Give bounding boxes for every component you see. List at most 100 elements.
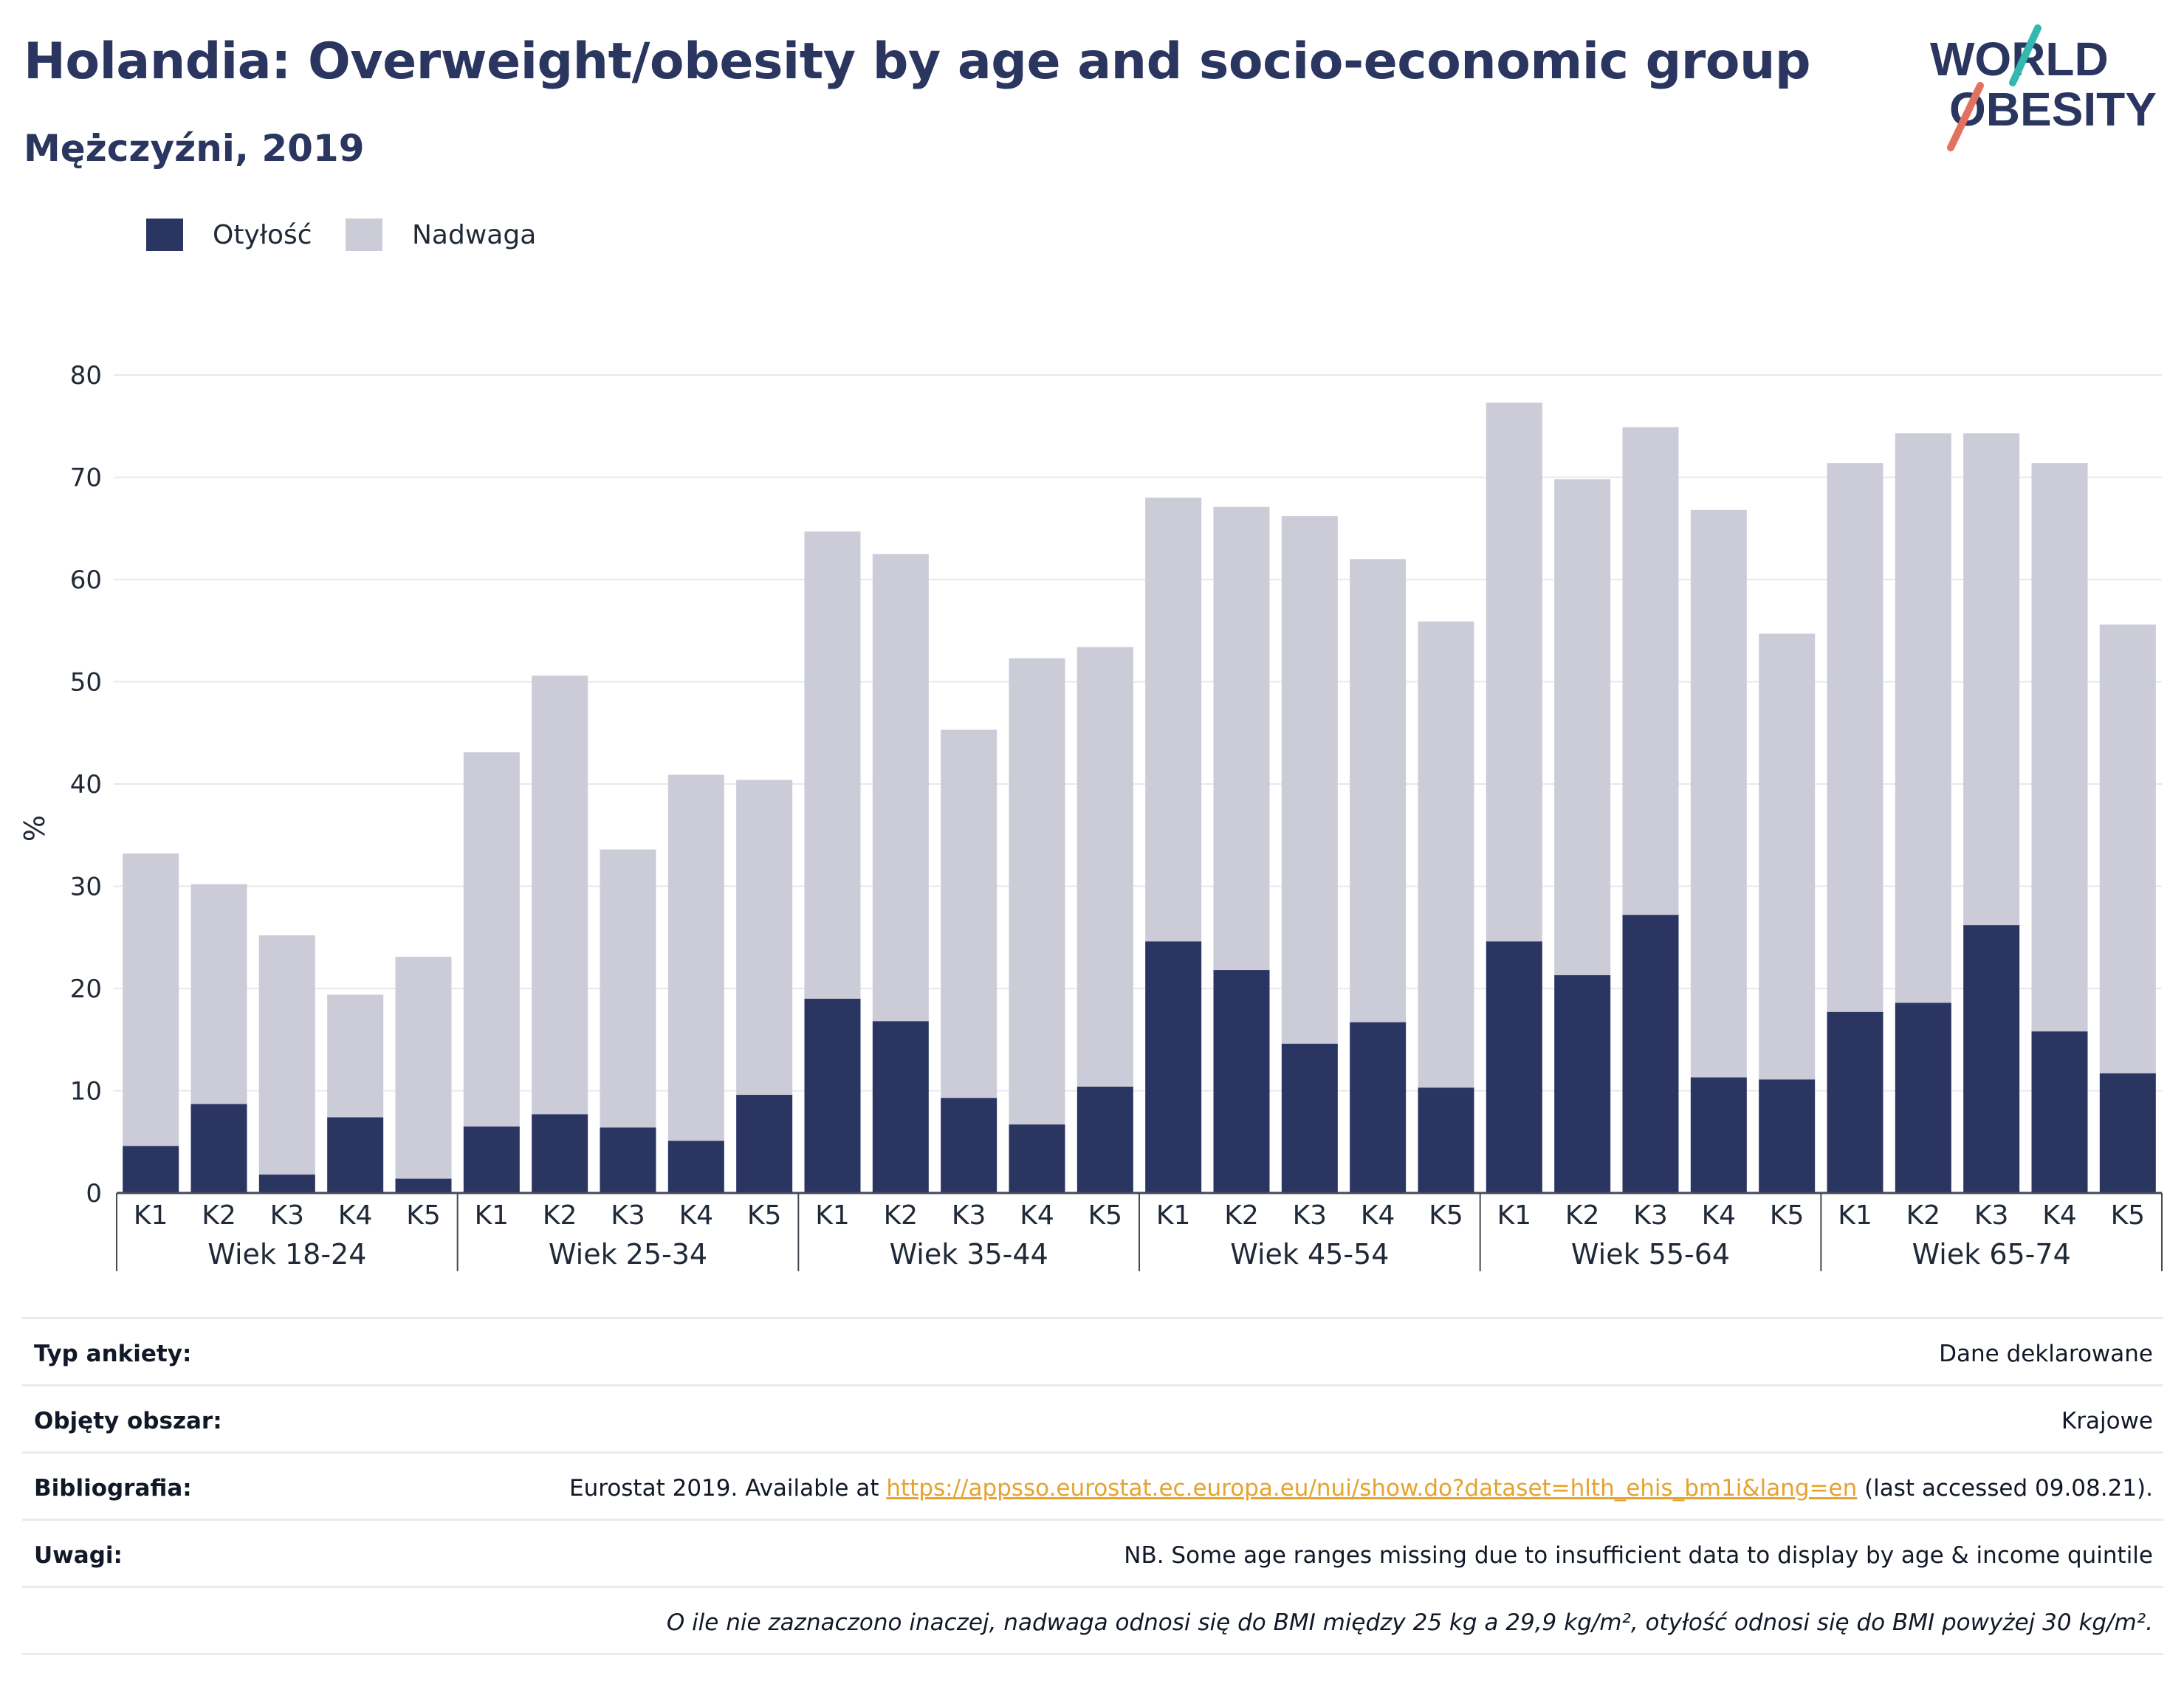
x-tick-label: K4 <box>2042 1200 2077 1231</box>
info-table: Typ ankiety: Dane deklarowane Objęty obs… <box>22 1317 2163 1655</box>
bar-nadwaga <box>532 675 588 1115</box>
y-tick-label: 30 <box>70 873 102 902</box>
x-tick-label: K1 <box>1156 1200 1191 1231</box>
bibliography-value: Eurostat 2019. Available at https://apps… <box>569 1473 2153 1504</box>
bar-otylosc <box>1827 1011 1883 1193</box>
stacked-bar-chart: 0 10 20 30 40 50 60 70 80% K1 K2 K3 K4 K5 Wiek 18-24 K1… <box>18 361 2163 1271</box>
info-row-bibliography: Bibliografia: Eurostat 2019. Available a… <box>22 1451 2163 1519</box>
y-tick-label: 10 <box>70 1077 102 1107</box>
bibliography-link[interactable]: https://appsso.eurostat.ec.europa.eu/nui… <box>886 1475 1858 1502</box>
x-tick-label: K1 <box>1838 1200 1872 1231</box>
info-row-footnote: O ile nie zaznaczono inaczej, nadwaga od… <box>22 1586 2163 1655</box>
logo-slash-teal <box>2009 24 2042 86</box>
bar-nadwaga <box>667 774 724 1141</box>
y-tick-label: 20 <box>70 974 102 1004</box>
y-tick-label: 80 <box>70 361 102 391</box>
x-group-label: Wiek 65-74 <box>1912 1238 2071 1271</box>
x-tick-label: K1 <box>1497 1200 1532 1231</box>
bar-nadwaga <box>327 994 384 1118</box>
y-axis-label: % <box>18 815 51 842</box>
x-tick-label: K2 <box>1224 1200 1259 1231</box>
bar-otylosc <box>1622 915 1679 1193</box>
bibliography-prefix: Eurostat 2019. Available at <box>569 1475 887 1502</box>
y-tick-label: 50 <box>70 668 102 698</box>
bar-otylosc <box>1486 941 1542 1193</box>
y-tick-label: 40 <box>70 770 102 800</box>
bar-otylosc <box>2099 1073 2156 1193</box>
logo-line2: OBESITY <box>1949 83 2157 136</box>
bar-otylosc <box>1350 1022 1407 1193</box>
bibliography-label: Bibliografia: <box>34 1475 192 1502</box>
bar-nadwaga <box>1827 463 1883 1012</box>
legend-item-obesity[interactable]: Otyłość <box>146 219 312 251</box>
bar-nadwaga <box>395 957 452 1179</box>
bar-otylosc <box>2031 1031 2088 1193</box>
bar-otylosc <box>463 1126 520 1193</box>
bar-otylosc <box>1554 974 1611 1193</box>
bar-nadwaga <box>1963 433 2020 926</box>
legend-label-overweight: Nadwaga <box>412 219 537 250</box>
logo-line1: WORLD <box>1930 32 2109 86</box>
bar-nadwaga <box>190 884 247 1104</box>
notes-value: NB. Some age ranges missing due to insuf… <box>1124 1542 2153 1569</box>
info-row-area: Objęty obszar: Krajowe <box>22 1384 2163 1451</box>
notes-label: Uwagi: <box>34 1542 123 1569</box>
legend-item-overweight[interactable]: Nadwaga <box>346 219 536 251</box>
x-tick-label: K2 <box>1565 1200 1600 1231</box>
bar-otylosc <box>395 1178 452 1193</box>
x-tick-label: K3 <box>270 1200 305 1231</box>
bar-nadwaga <box>600 849 656 1128</box>
bar-otylosc <box>667 1141 724 1193</box>
x-tick-label: K1 <box>815 1200 850 1231</box>
bar-otylosc <box>941 1098 997 1193</box>
footnote-text: O ile nie zaznaczono inaczej, nadwaga od… <box>666 1609 2153 1636</box>
bar-otylosc <box>123 1146 179 1193</box>
bar-nadwaga <box>2031 463 2088 1032</box>
bar-nadwaga <box>1281 516 1338 1044</box>
x-tick-label: K5 <box>1770 1200 1804 1231</box>
bar-nadwaga <box>258 935 315 1175</box>
bar-otylosc <box>1759 1079 1816 1193</box>
info-row-notes: Uwagi: NB. Some age ranges missing due t… <box>22 1519 2163 1586</box>
x-tick-label: K3 <box>1293 1200 1328 1231</box>
bar-nadwaga <box>1418 621 1474 1088</box>
bar-otylosc <box>1076 1086 1133 1193</box>
bar-otylosc <box>190 1104 247 1193</box>
info-row-survey: Typ ankiety: Dane deklarowane <box>22 1317 2163 1384</box>
x-tick-label: K5 <box>2111 1200 2146 1231</box>
bar-otylosc <box>1418 1087 1474 1193</box>
x-tick-label: K2 <box>543 1200 577 1231</box>
x-tick-label: K3 <box>1974 1200 2009 1231</box>
bar-otylosc <box>1213 970 1270 1193</box>
chart-title: Holandia: Overweight/obesity by age and … <box>24 32 1811 91</box>
bar-nadwaga <box>1759 633 1816 1080</box>
x-group-label: Wiek 18-24 <box>207 1238 366 1271</box>
bar-nadwaga <box>1350 559 1407 1022</box>
survey-label: Typ ankiety: <box>34 1341 192 1367</box>
y-tick-label: 70 <box>70 464 102 493</box>
bar-otylosc <box>1281 1043 1338 1193</box>
bar-nadwaga <box>1895 433 1951 1003</box>
bar-nadwaga <box>1145 498 1202 942</box>
x-tick-label: K4 <box>338 1200 373 1231</box>
bar-nadwaga <box>1554 479 1611 975</box>
bar-nadwaga <box>1076 647 1133 1087</box>
legend-swatch-overweight <box>346 219 382 251</box>
bar-otylosc <box>1690 1077 1747 1193</box>
x-tick-label: K5 <box>406 1200 441 1231</box>
bar-nadwaga <box>941 729 997 1099</box>
bar-nadwaga <box>1622 427 1679 915</box>
bar-otylosc <box>532 1114 588 1193</box>
bar-nadwaga <box>463 752 520 1127</box>
x-group-label: Wiek 55-64 <box>1571 1238 1730 1271</box>
y-tick-label: 0 <box>86 1179 102 1208</box>
x-tick-label: K2 <box>884 1200 918 1231</box>
bar-otylosc <box>600 1127 656 1193</box>
y-tick-label: 60 <box>70 565 102 595</box>
bar-otylosc <box>1145 941 1202 1193</box>
x-group-label: Wiek 45-54 <box>1230 1238 1389 1271</box>
bar-otylosc <box>872 1021 929 1193</box>
bar-nadwaga <box>2099 624 2156 1073</box>
x-tick-label: K3 <box>611 1200 645 1231</box>
bibliography-suffix: (last accessed 09.08.21). <box>1857 1475 2153 1502</box>
